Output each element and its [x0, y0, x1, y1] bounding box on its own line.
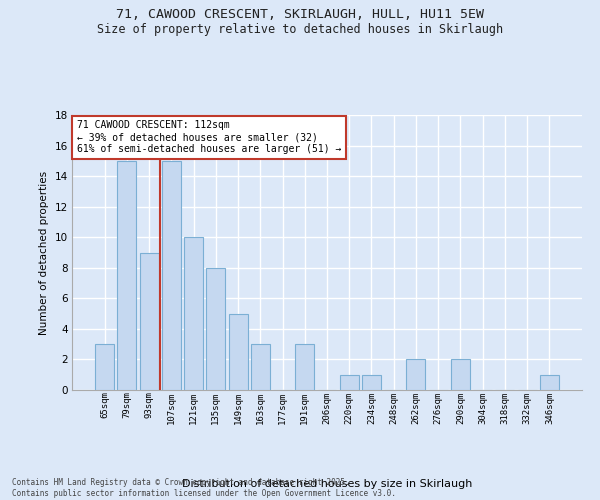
Bar	[140, 252, 158, 390]
Bar	[540, 374, 559, 390]
Bar	[295, 344, 314, 390]
Y-axis label: Number of detached properties: Number of detached properties	[39, 170, 49, 334]
Text: Contains HM Land Registry data © Crown copyright and database right 2025.
Contai: Contains HM Land Registry data © Crown c…	[12, 478, 396, 498]
Bar	[184, 237, 203, 390]
Bar	[251, 344, 270, 390]
Bar	[95, 344, 114, 390]
Bar	[451, 360, 470, 390]
Bar	[362, 374, 381, 390]
Bar	[162, 161, 181, 390]
Bar	[206, 268, 225, 390]
Bar	[118, 161, 136, 390]
Text: 71 CAWOOD CRESCENT: 112sqm
← 39% of detached houses are smaller (32)
61% of semi: 71 CAWOOD CRESCENT: 112sqm ← 39% of deta…	[77, 120, 341, 154]
X-axis label: Distribution of detached houses by size in Skirlaugh: Distribution of detached houses by size …	[182, 479, 472, 489]
Bar	[406, 360, 425, 390]
Bar	[229, 314, 248, 390]
Text: Size of property relative to detached houses in Skirlaugh: Size of property relative to detached ho…	[97, 22, 503, 36]
Bar	[340, 374, 359, 390]
Text: 71, CAWOOD CRESCENT, SKIRLAUGH, HULL, HU11 5EW: 71, CAWOOD CRESCENT, SKIRLAUGH, HULL, HU…	[116, 8, 484, 20]
